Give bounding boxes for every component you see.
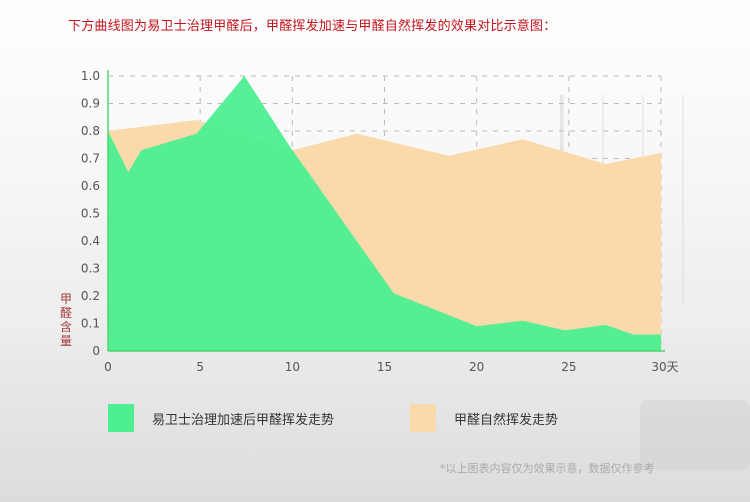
x-tick-label-6: 30天 xyxy=(651,360,678,374)
tick-labels: 0 0.1 0.2 0.3 0.4 0.5 0.6 0.7 0.8 0.9 1.0 0 5 10 15 20 2… xyxy=(60,69,679,374)
legend-swatch-accelerated xyxy=(108,404,134,432)
x-tick-label-4: 20 xyxy=(469,360,484,374)
legend-item-natural: 甲醛自然挥发走势 xyxy=(410,404,558,432)
y-tick-label-5: 0.5 xyxy=(81,207,100,221)
x-tick-label-2: 10 xyxy=(285,360,300,374)
background-sofa xyxy=(640,400,750,470)
legend-label-accelerated: 易卫士治理加速后甲醛挥发走势 xyxy=(152,412,335,428)
x-tick-label-3: 15 xyxy=(377,360,392,374)
y-tick-label-1: 0.1 xyxy=(81,317,100,331)
y-tick-label-2: 0.2 xyxy=(81,289,100,303)
y-tick-label-7: 0.7 xyxy=(81,152,100,166)
area-series xyxy=(108,76,661,351)
x-tick-label-1: 5 xyxy=(196,360,204,374)
y-axis-label: 甲醛含量 xyxy=(60,292,72,348)
legend-swatch-natural xyxy=(410,404,436,432)
y-tick-label-9: 0.9 xyxy=(81,97,100,111)
x-tick-label-0: 0 xyxy=(104,360,112,374)
x-tick-label-5: 25 xyxy=(561,360,576,374)
legend-item-accelerated: 易卫士治理加速后甲醛挥发走势 xyxy=(108,404,334,432)
y-tick-label-0: 0 xyxy=(92,344,100,358)
y-tick-label-10: 1.0 xyxy=(81,69,100,83)
intro-text: 下方曲线图为易卫士治理甲醛后，甲醛挥发加速与甲醛自然挥发的效果对比示意图： xyxy=(68,19,557,34)
y-tick-label-3: 0.3 xyxy=(81,262,100,276)
footnote: *以上图表内容仅为效果示意，数据仅作参考 xyxy=(440,462,655,475)
y-tick-label-4: 0.4 xyxy=(81,234,100,248)
y-tick-label-8: 0.8 xyxy=(81,124,100,138)
y-tick-label-6: 0.6 xyxy=(81,179,100,193)
legend-label-natural: 甲醛自然挥发走势 xyxy=(454,412,559,428)
axes xyxy=(107,70,665,352)
area-series-1 xyxy=(108,76,661,351)
